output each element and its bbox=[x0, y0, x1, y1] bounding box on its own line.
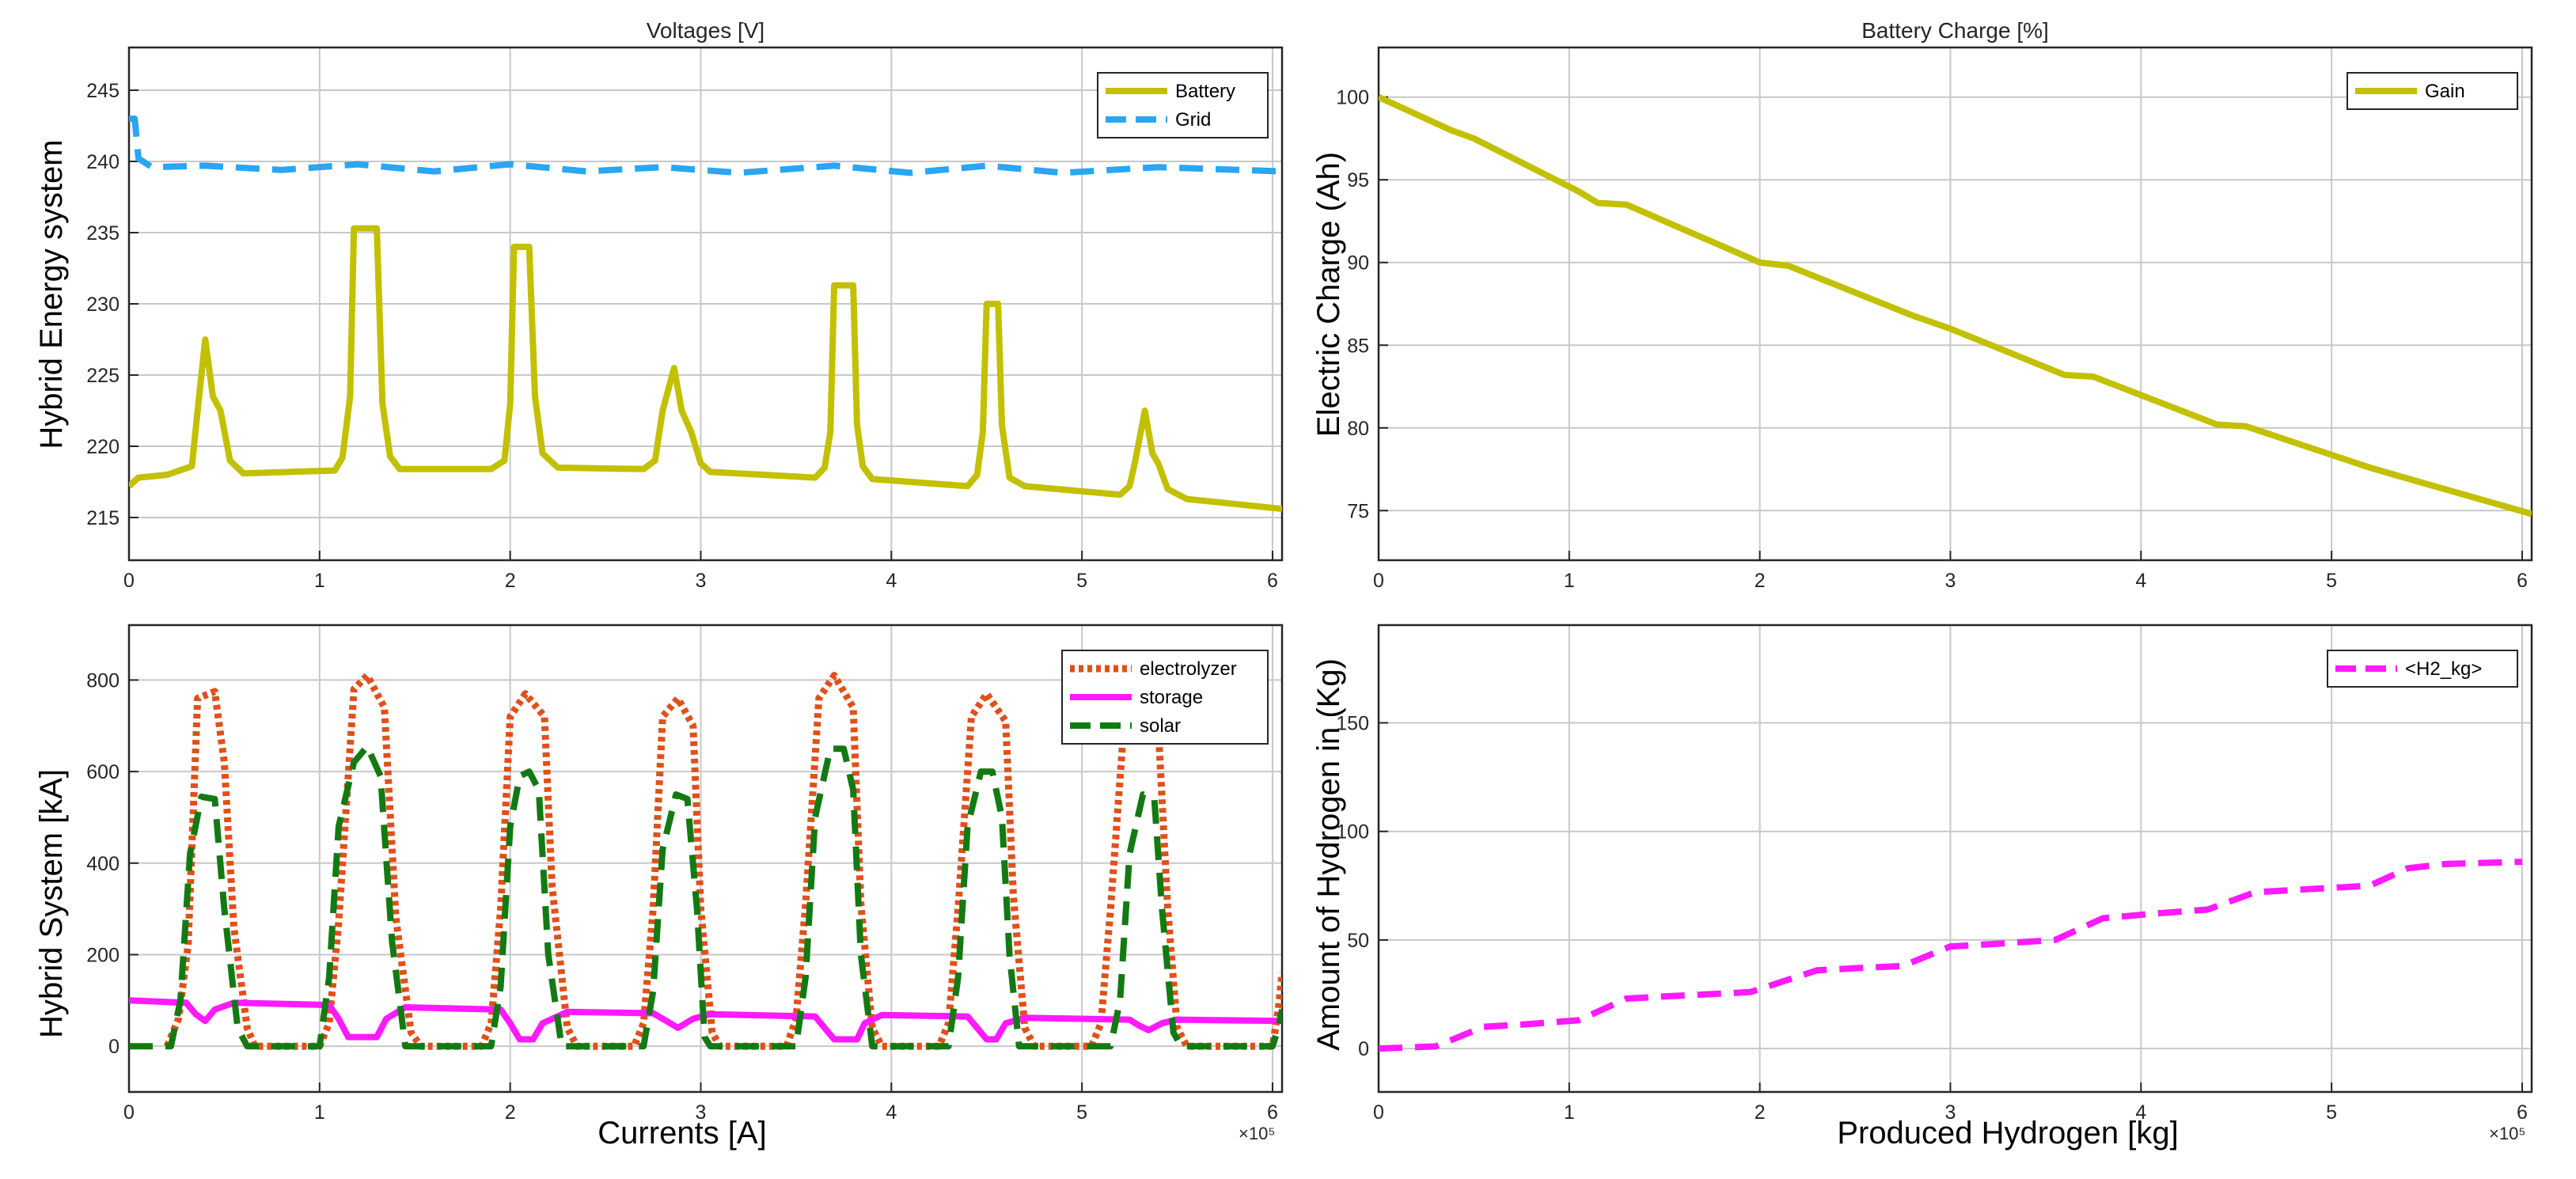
x-tick-label: 1 bbox=[1564, 570, 1575, 592]
y-tick-label: 50 bbox=[1347, 930, 1369, 952]
left-ylabel-bottom: Hybrid System [kA] bbox=[34, 769, 69, 1038]
x-tick-label: 6 bbox=[2517, 1101, 2528, 1124]
x-tick-label: 2 bbox=[505, 1101, 516, 1124]
y-tick-label: 400 bbox=[86, 853, 120, 875]
y-tick-label: 0 bbox=[1358, 1038, 1369, 1060]
y-tick-label: 0 bbox=[108, 1036, 120, 1058]
x-tick-label: 3 bbox=[696, 1101, 707, 1124]
chart-voltages: 0 1 2 3 4 5 6 215 220 225 230 235 240 245 Voltages [V]… bbox=[86, 18, 1284, 592]
axes-frame bbox=[1377, 624, 2533, 1094]
x-tick-label: 3 bbox=[1945, 570, 1956, 592]
x-tick-label: 3 bbox=[1945, 1101, 1956, 1124]
series-line-electrolyzer bbox=[164, 672, 1282, 1050]
right-ylabel-bottom: Amount of Hydrogen in (Kg) bbox=[1311, 658, 1346, 1051]
legend: Battery Grid bbox=[1097, 72, 1269, 138]
y-tick-label: 230 bbox=[86, 294, 120, 316]
x-tick-label: 1 bbox=[1564, 1101, 1575, 1124]
axes-frame bbox=[1377, 46, 2533, 562]
y-tick-label: 225 bbox=[86, 365, 120, 387]
x-tick-label: 0 bbox=[123, 1101, 135, 1124]
x-tick-label: 2 bbox=[1755, 1101, 1766, 1124]
x-tick-label: 6 bbox=[1267, 1101, 1278, 1124]
x-tick-label: 4 bbox=[886, 570, 897, 592]
left-x-exponent: ×10⁵ bbox=[1239, 1124, 1275, 1143]
y-tick-label: 100 bbox=[1336, 87, 1369, 109]
y-tick-label: 800 bbox=[86, 669, 120, 692]
x-tick-label: 5 bbox=[2326, 570, 2337, 592]
y-tick-label: 220 bbox=[86, 436, 120, 458]
right-ylabel-top: Electric Charge (Ah) bbox=[1311, 152, 1346, 437]
chart-hydrogen: 0 1 2 3 4 5 6 0 50 100 150 <H2_kg> bbox=[1336, 624, 2533, 1124]
y-tick-label: 215 bbox=[86, 507, 120, 529]
right-x-exponent: ×10⁵ bbox=[2489, 1124, 2525, 1143]
chart-currents: 0 1 2 3 4 5 6 0 200 400 600 800 electrolyzer storage s… bbox=[86, 624, 1284, 1124]
y-tick-label: 150 bbox=[1336, 712, 1369, 734]
y-tick-label: 200 bbox=[86, 944, 120, 966]
series-line-gain bbox=[1379, 94, 2532, 517]
y-tick-label: 100 bbox=[1336, 821, 1369, 843]
series-line-battery bbox=[129, 225, 1282, 513]
series-line--h2-kg- bbox=[1379, 859, 2523, 1052]
x-tick-label: 4 bbox=[2135, 1101, 2146, 1124]
x-tick-label: 0 bbox=[123, 570, 135, 592]
chart-title: Voltages [V] bbox=[647, 18, 764, 43]
legend: <H2_kg> bbox=[2327, 650, 2518, 688]
x-tick-label: 4 bbox=[2135, 570, 2146, 592]
legend-label: <H2_kg> bbox=[2405, 658, 2482, 680]
x-tick-label: 2 bbox=[1755, 570, 1766, 592]
y-tick-label: 80 bbox=[1347, 418, 1369, 440]
axes-frame bbox=[127, 624, 1284, 1094]
x-tick-label: 6 bbox=[2517, 570, 2528, 592]
legend-label: storage bbox=[1140, 687, 1203, 708]
y-tick-label: 235 bbox=[86, 222, 120, 245]
x-tick-label: 1 bbox=[314, 1101, 325, 1124]
x-tick-label: 0 bbox=[1373, 570, 1384, 592]
left-ylabel-top: Hybrid Energy system bbox=[34, 139, 69, 449]
y-tick-label: 245 bbox=[86, 80, 120, 102]
series-line-storage bbox=[129, 997, 1282, 1043]
x-tick-label: 3 bbox=[696, 570, 707, 592]
legend: Gain bbox=[2346, 72, 2518, 110]
series-line-grid bbox=[129, 116, 1282, 176]
chart-battery_charge: 0 1 2 3 4 5 6 75 80 85 90 95 100 Battery Charge [%] Ga… bbox=[1336, 18, 2533, 592]
chart-title: Battery Charge [%] bbox=[1861, 18, 2049, 43]
y-tick-label: 75 bbox=[1347, 500, 1369, 522]
legend-label: Grid bbox=[1175, 109, 1211, 131]
y-tick-label: 600 bbox=[86, 761, 120, 783]
y-tick-label: 240 bbox=[86, 151, 120, 173]
x-tick-label: 5 bbox=[1076, 570, 1087, 592]
x-tick-label: 1 bbox=[314, 570, 325, 592]
x-tick-label: 6 bbox=[1267, 570, 1278, 592]
legend-box bbox=[1097, 72, 1269, 138]
x-tick-label: 0 bbox=[1373, 1101, 1384, 1124]
legend-label: electrolyzer bbox=[1140, 658, 1237, 680]
x-tick-label: 4 bbox=[886, 1101, 897, 1124]
legend: electrolyzer storage solar bbox=[1061, 650, 1269, 745]
x-tick-label: 5 bbox=[1076, 1101, 1087, 1124]
legend-box bbox=[2327, 650, 2518, 688]
legend-label: Gain bbox=[2425, 81, 2465, 102]
y-tick-label: 90 bbox=[1347, 252, 1369, 275]
x-tick-label: 2 bbox=[505, 570, 516, 592]
legend-label: solar bbox=[1140, 715, 1181, 737]
y-tick-label: 95 bbox=[1347, 169, 1369, 191]
x-tick-label: 5 bbox=[2326, 1101, 2337, 1124]
left-xlabel: Currents [A] bbox=[598, 1116, 766, 1151]
y-tick-label: 85 bbox=[1347, 335, 1369, 357]
right-xlabel: Produced Hydrogen [kg] bbox=[1837, 1116, 2178, 1151]
legend-label: Battery bbox=[1175, 81, 1235, 102]
